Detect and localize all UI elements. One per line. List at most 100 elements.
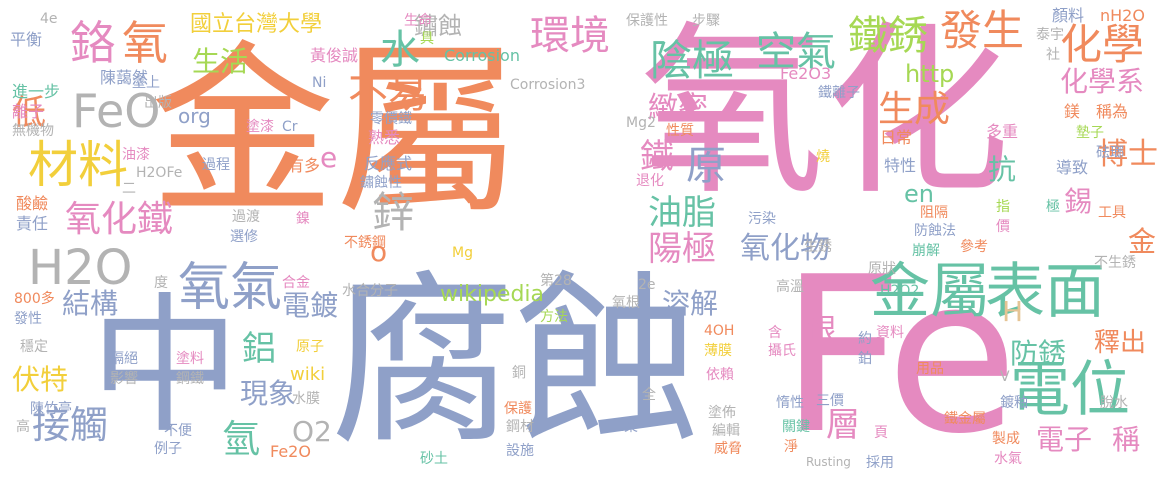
- word: 導致: [1056, 158, 1089, 177]
- word: Corrosion3: [510, 77, 586, 93]
- word: 金: [1128, 225, 1157, 258]
- word: o: [370, 235, 388, 268]
- word: 工具: [1098, 205, 1126, 221]
- word: 惰性: [776, 395, 804, 411]
- word: 塗上: [132, 75, 160, 91]
- word: 4OH: [704, 323, 735, 339]
- word: 水合分子: [342, 283, 398, 299]
- word: 稱為: [1096, 102, 1129, 121]
- word: Rusting: [806, 455, 851, 469]
- word: 層: [826, 405, 860, 445]
- word: Corrosion: [444, 46, 520, 65]
- word: 製成: [992, 431, 1020, 447]
- word: 參考: [960, 239, 988, 255]
- word: 墊子: [1076, 125, 1104, 141]
- word: 鍍釉: [1000, 395, 1028, 411]
- word: 國立台灣大學: [190, 12, 323, 37]
- word: 鐵離子: [818, 85, 860, 101]
- word: 指: [996, 199, 1010, 215]
- word: Ni: [312, 75, 327, 91]
- word: 陽極: [648, 229, 716, 269]
- word: 保護性: [626, 13, 668, 29]
- word: en: [904, 180, 934, 208]
- word: 溶解: [662, 287, 719, 320]
- word: nH2O: [1100, 6, 1145, 25]
- word: 伏特: [12, 363, 69, 396]
- word: 熟悉: [368, 128, 401, 147]
- word: 鏽蝕性: [360, 175, 402, 191]
- word: 鎂: [1064, 102, 1081, 121]
- word: 含: [768, 325, 782, 341]
- word: 編輯: [712, 423, 740, 439]
- word: 隔絕: [110, 351, 138, 367]
- word: 有多: [288, 156, 321, 175]
- word: 例子: [154, 441, 182, 457]
- word: 原狀: [868, 261, 896, 277]
- word: 化學系: [1060, 65, 1145, 98]
- word: 用品: [916, 361, 944, 377]
- word: 原: [686, 143, 726, 189]
- word: H: [1002, 295, 1024, 328]
- word: 錫: [1064, 185, 1093, 218]
- word: 第28: [540, 273, 572, 289]
- word: 釋出: [1094, 328, 1147, 358]
- word: 發性: [14, 311, 42, 327]
- word: 鋅: [372, 188, 415, 237]
- word: 度: [154, 275, 168, 291]
- word: 離子: [12, 102, 45, 121]
- word: 金屬: [150, 24, 520, 240]
- word: 責任: [16, 214, 49, 233]
- word: 極: [1046, 199, 1060, 215]
- word: 不易: [348, 71, 428, 117]
- word: 二: [122, 181, 136, 197]
- word: 平衡: [10, 30, 43, 49]
- word: Mg2: [626, 115, 656, 131]
- word: 約: [858, 331, 872, 347]
- word: 步驟: [692, 13, 720, 29]
- word: Fe: [780, 230, 1018, 481]
- word: 威脅: [714, 441, 742, 457]
- word: 泰宇: [1036, 27, 1064, 43]
- word: 黃俊誠: [310, 46, 359, 65]
- word: 氧氣: [178, 258, 283, 318]
- word: http: [905, 60, 955, 88]
- word: 2e: [638, 277, 656, 293]
- word: 價: [996, 219, 1010, 235]
- word: H2O: [28, 240, 133, 296]
- word: 不便: [164, 423, 192, 439]
- word: 電子: [1036, 423, 1093, 456]
- word: Fe2O3: [780, 64, 832, 83]
- word: 鐵金屬: [944, 411, 986, 427]
- word: 出版: [144, 95, 172, 111]
- word: org: [178, 104, 211, 128]
- word: 性質: [666, 123, 694, 139]
- word: 原子: [296, 339, 324, 355]
- word: 氧化: [640, 4, 1010, 220]
- word: 防蝕法: [914, 223, 956, 239]
- word: 反應式: [364, 154, 413, 173]
- word: 砝瑯: [1096, 145, 1124, 161]
- word: 攝氏: [768, 343, 796, 359]
- word: 工業: [610, 419, 638, 435]
- word: 博士: [1098, 137, 1158, 172]
- word: 鉑: [858, 351, 872, 367]
- word: 氫: [222, 417, 261, 461]
- word: 設施: [506, 443, 534, 459]
- word: 空氣: [756, 29, 836, 75]
- word: 方法: [540, 309, 568, 325]
- word: 依賴: [706, 367, 734, 383]
- word: 頁: [874, 425, 888, 441]
- word: 薄膜: [704, 343, 732, 359]
- word: 陰極: [650, 36, 735, 85]
- word: 燒: [816, 149, 830, 165]
- word: 高: [16, 419, 30, 435]
- word: O2: [292, 415, 332, 448]
- word: 砂土: [420, 451, 448, 467]
- word: 阻隔: [920, 205, 948, 221]
- word: 污染: [748, 211, 776, 227]
- word: 鎳: [296, 211, 310, 227]
- word: 油脂: [648, 193, 716, 233]
- word: 不銹鋼: [344, 235, 386, 251]
- word: 防銹: [1010, 337, 1067, 370]
- word: 進一步: [12, 82, 61, 101]
